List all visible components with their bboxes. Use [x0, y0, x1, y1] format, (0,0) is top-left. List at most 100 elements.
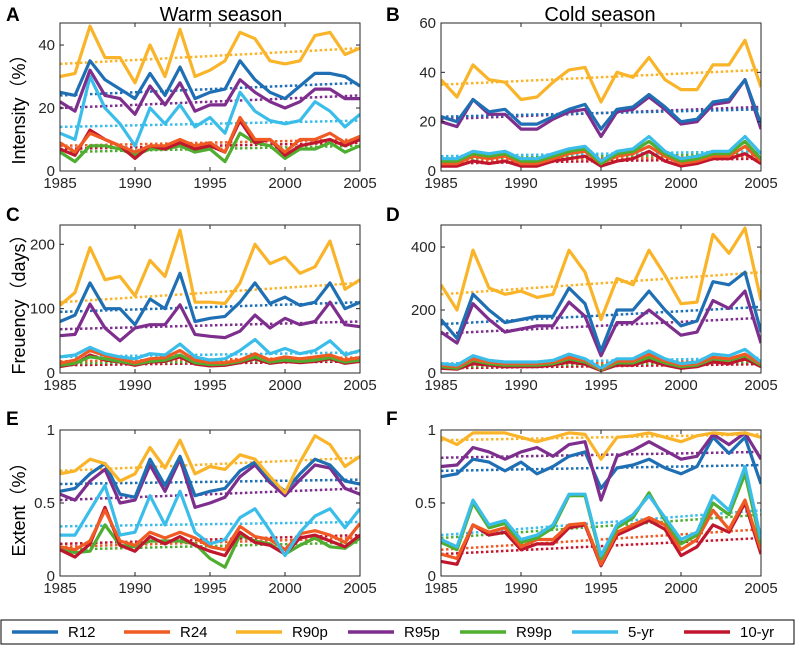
panel-label-A: A — [6, 5, 20, 26]
xtick-label: 2000 — [664, 580, 697, 597]
panel-F: F 1985 1990 1995 2000 2005 0 0.5 1 — [386, 409, 778, 597]
xtick-label: 1990 — [118, 175, 151, 192]
panel-label-B: B — [386, 5, 400, 26]
legend-item-R24: R24 — [124, 624, 208, 641]
legend-item-R99p: R99p — [460, 624, 552, 641]
xtick-label: 1995 — [584, 377, 617, 394]
trend-R90p — [441, 68, 761, 86]
series-R95p — [60, 300, 360, 343]
ytick-label: 100 — [30, 301, 55, 318]
legend: R12 R24 R90p R95p R99p 5-yr 10-yr — [0, 619, 795, 645]
ytick-label: 1 — [47, 422, 55, 439]
panel-C: C 1985 1990 1995 2000 2005 0 100 200 — [6, 205, 377, 394]
series-R95p — [441, 78, 761, 139]
ytick-label: 0 — [47, 568, 55, 585]
ytick-label: 0.5 — [34, 495, 55, 512]
series-5-yr — [441, 347, 761, 370]
ytick-label: 20 — [38, 100, 55, 117]
xtick-label: 1990 — [504, 580, 537, 597]
trend-R95p — [441, 450, 761, 459]
xtick-label: 1995 — [193, 175, 226, 192]
ytick-label: 0 — [428, 568, 436, 585]
ytick-label: 40 — [419, 64, 436, 81]
trend-10-yr — [441, 536, 761, 556]
xtick-label: 1985 — [43, 175, 76, 192]
series-R12 — [60, 59, 360, 101]
xtick-label: 1985 — [424, 377, 457, 394]
ytick-label: 60 — [419, 15, 436, 32]
trend-R12 — [441, 463, 761, 473]
ytick-label: 40 — [38, 37, 55, 54]
xtick-label: 1990 — [504, 175, 537, 192]
series-R99p — [441, 472, 761, 561]
xtick-label: 1990 — [118, 580, 151, 597]
xtick-label: 1985 — [424, 175, 457, 192]
legend-label-R12: R12 — [68, 624, 96, 641]
xtick-label: 1985 — [43, 580, 76, 597]
ylabel-extent: Extent（%） — [9, 453, 29, 556]
xtick-label: 2000 — [664, 377, 697, 394]
legend-label-R95p: R95p — [404, 624, 440, 641]
xtick-label: 1985 — [424, 580, 457, 597]
xtick-label: 2000 — [268, 580, 301, 597]
xtick-label: 1995 — [584, 175, 617, 192]
panel-E: E 1985 1990 1995 2000 2005 0 0.5 1 — [6, 409, 377, 597]
title-cold-season: Cold season — [544, 4, 655, 26]
ytick-label: 200 — [30, 236, 55, 253]
series-R90p — [441, 431, 761, 461]
xtick-label: 2005 — [744, 377, 777, 394]
series-R24 — [60, 115, 360, 154]
series-R95p — [441, 289, 761, 358]
trend-R12 — [60, 81, 360, 97]
series-R90p — [60, 228, 360, 307]
panel-A: A 1985 1990 1995 2000 2005 0 20 40 — [6, 5, 377, 192]
ytick-label: 0.5 — [415, 495, 436, 512]
series-R95p — [441, 431, 761, 502]
legend-item-10-yr: 10-yr — [684, 624, 774, 641]
xtick-label: 2005 — [343, 580, 376, 597]
legend-box — [0, 619, 795, 645]
plot-area-F — [441, 431, 761, 568]
legend-item-5-yr: 5-yr — [572, 624, 654, 641]
series-R24 — [441, 498, 761, 566]
legend-label-R90p: R90p — [292, 624, 328, 641]
series-R12 — [60, 454, 360, 499]
xtick-label: 2005 — [744, 175, 777, 192]
plot-area-B — [441, 38, 761, 168]
trend-5-yr — [60, 119, 360, 129]
series-R24 — [60, 508, 360, 552]
series-R12 — [441, 435, 761, 490]
series-10-yr — [441, 149, 761, 168]
legend-label-R24: R24 — [180, 624, 208, 641]
panel-label-E: E — [6, 409, 19, 430]
title-warm-season: Warm season — [160, 4, 283, 26]
legend-item-R90p: R90p — [236, 624, 328, 641]
xtick-label: 1995 — [584, 580, 617, 597]
xtick-label: 1985 — [43, 377, 76, 394]
panel-label-D: D — [386, 205, 400, 226]
series-5-yr — [60, 74, 360, 148]
series-R95p — [60, 457, 360, 509]
panel-B: B 1985 1990 1995 2000 2005 0 20 40 60 — [386, 5, 778, 192]
trend-R95p — [441, 316, 761, 335]
ytick-label: 0 — [428, 365, 436, 382]
plot-area-A — [60, 24, 360, 164]
series-R12 — [441, 78, 761, 131]
series-R99p — [60, 131, 360, 164]
plot-area-E — [60, 434, 360, 569]
ytick-label: 20 — [419, 114, 436, 131]
series-R90p — [60, 434, 360, 495]
trend-R90p — [441, 270, 761, 296]
xtick-label: 2005 — [343, 377, 376, 394]
ytick-label: 400 — [411, 239, 436, 256]
trend-R90p — [60, 46, 360, 66]
xtick-label: 1990 — [118, 377, 151, 394]
trend-R90p — [60, 281, 360, 304]
legend-item-R12: R12 — [12, 624, 96, 641]
xtick-label: 1990 — [504, 377, 537, 394]
panel-D: D 1985 1990 1995 2000 2005 0 200 400 — [386, 205, 778, 394]
series-5-yr — [441, 464, 761, 558]
ytick-label: 1 — [428, 422, 436, 439]
